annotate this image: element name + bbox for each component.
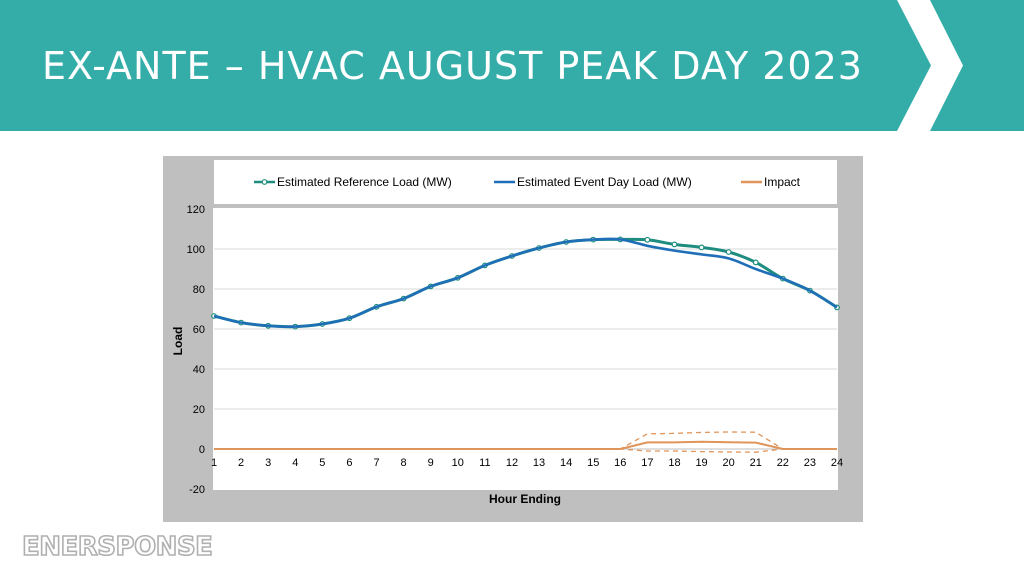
x-tick-label: 20: [723, 457, 735, 469]
company-logo: ENERSPONSE: [21, 531, 214, 563]
legend-reference-load-marker: [261, 179, 268, 185]
x-tick-label: 18: [668, 457, 680, 469]
event-day-load-line: [213, 237, 838, 328]
x-tick-label: 10: [452, 457, 464, 469]
reference-load-point: [752, 259, 759, 266]
x-tick-label: 12: [506, 457, 518, 469]
x-tick-label: 6: [346, 457, 352, 469]
x-tick-label: 19: [695, 457, 707, 469]
x-tick-label: 24: [831, 457, 843, 469]
x-tick-label: 7: [373, 457, 379, 469]
chart-panel: -20 0 20 40 60 80 100 120 1 2 3 4 5 6 7 8 9 10 11 12 13 14 15…: [163, 156, 863, 522]
x-tick-label: 17: [641, 457, 653, 469]
x-tick-label: 16: [614, 457, 626, 469]
x-tick-label: 2: [238, 457, 244, 469]
slide-title: EX-ANTE – HVAC AUGUST PEAK DAY 2023: [42, 44, 863, 88]
x-tick-label: 5: [319, 457, 325, 469]
y-tick-label: 40: [193, 364, 205, 376]
x-tick-label: 21: [750, 457, 762, 469]
x-tick-label: 8: [401, 457, 407, 469]
reference-load-point: [644, 236, 651, 243]
x-tick-label: 14: [560, 457, 572, 469]
y-tick-label: 100: [187, 244, 205, 256]
title-banner: EX-ANTE – HVAC AUGUST PEAK DAY 2023: [0, 0, 1024, 131]
impact-line: [214, 440, 837, 450]
x-tick-label: 1: [211, 457, 217, 469]
y-tick-label: 120: [187, 204, 205, 216]
legend-event-day-load-label: Estimated Event Day Load (MW): [517, 175, 692, 189]
legend-reference-load-label: Estimated Reference Load (MW): [277, 175, 452, 189]
x-tick-label: 4: [292, 457, 298, 469]
y-axis-label: Load: [171, 327, 185, 356]
x-tick-label: 9: [428, 457, 434, 469]
legend-impact-label: Impact: [764, 175, 801, 189]
x-tick-label: 22: [777, 457, 789, 469]
x-tick-label: 11: [479, 457, 490, 469]
reference-load-point: [725, 249, 732, 255]
chevron-arrow-icon: [897, 0, 963, 131]
x-tick-label: 3: [265, 457, 271, 469]
x-axis-label: Hour Ending: [489, 492, 561, 506]
y-tick-label: 60: [193, 324, 205, 336]
y-tick-label: -20: [189, 484, 205, 496]
x-tick-label: 13: [533, 457, 545, 469]
reference-load-point: [671, 241, 678, 248]
reference-load-point: [698, 244, 705, 251]
legend-box: [214, 160, 837, 204]
y-tick-label: 0: [199, 444, 205, 456]
y-tick-label: 80: [193, 284, 205, 296]
y-tick-label: 20: [193, 404, 205, 416]
x-tick-label: 23: [804, 457, 816, 469]
x-tick-label: 15: [587, 457, 599, 469]
